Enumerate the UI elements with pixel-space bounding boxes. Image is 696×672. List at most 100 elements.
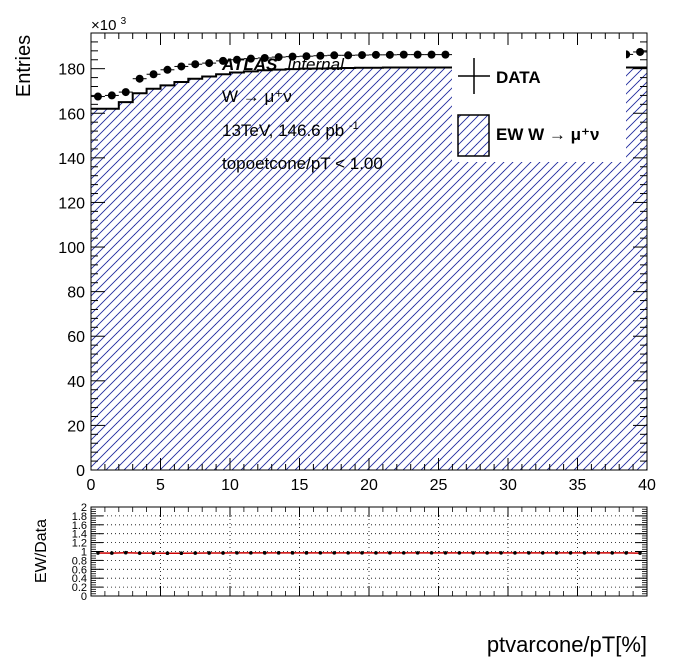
ratio-point — [360, 551, 364, 555]
cut-label: topoetcone/pT < 1.00 — [222, 154, 383, 173]
data-point — [260, 53, 269, 62]
mc-histogram-fill — [91, 67, 647, 470]
ratio-point — [429, 551, 434, 555]
data-point — [93, 92, 102, 101]
x-tick-label: 15 — [291, 477, 309, 494]
ratio-point — [221, 551, 225, 555]
data-point — [163, 65, 172, 74]
data-point — [427, 50, 436, 59]
ratio-plot-panel: 00.20.40.60.811.21.41.61.82 EW/Data ptva… — [33, 502, 648, 657]
ratio-y-tick-label: 1.8 — [72, 511, 87, 523]
ratio-point — [262, 551, 267, 555]
ratio-point — [401, 551, 406, 555]
ratio-point — [179, 551, 184, 556]
data-point — [316, 51, 325, 60]
ratio-point — [207, 551, 211, 555]
ratio-point — [290, 551, 295, 555]
y-tick-label: 60 — [67, 329, 85, 346]
ratio-point — [499, 551, 503, 555]
ratio-y-tick-label: 1.4 — [72, 529, 87, 541]
internal-word: Internal — [287, 55, 345, 74]
ratio-point — [540, 551, 545, 555]
ratio-y-tick-label: 1 — [81, 547, 87, 559]
data-point — [358, 51, 367, 60]
data-point — [191, 60, 200, 69]
data-point — [205, 59, 214, 68]
ratio-point — [388, 551, 392, 555]
ratio-point — [527, 551, 531, 555]
y-multiplier-base: ×10 — [91, 17, 116, 34]
ratio-y-tick-label: 0 — [81, 591, 87, 603]
ratio-point — [165, 551, 170, 556]
data-point — [344, 51, 353, 60]
x-tick-label: 30 — [499, 477, 517, 494]
y-tick-label: 0 — [76, 463, 85, 480]
x-tick-label: 5 — [156, 477, 165, 494]
main-plot-panel: 0 5 10 15 20 25 30 35 40 0 20 40 60 80 100 120 140 160 180… — [13, 16, 656, 494]
data-point — [413, 50, 422, 59]
data-point — [441, 50, 450, 59]
ratio-point — [513, 551, 517, 555]
atlas-word: ATLAS — [221, 55, 278, 74]
y-multiplier-exponent: 3 — [121, 16, 127, 27]
data-point — [246, 54, 255, 63]
ratio-point — [415, 551, 420, 555]
ratio-point — [346, 551, 350, 555]
ratio-point — [374, 551, 378, 555]
data-point — [121, 88, 130, 97]
data-point — [330, 51, 339, 60]
data-point — [219, 56, 228, 65]
data-point — [135, 74, 144, 83]
y-tick-label: 100 — [58, 240, 85, 257]
ratio-y-tick-label: 0.6 — [72, 564, 87, 576]
data-point — [107, 91, 116, 100]
legend-label-data: DATA — [496, 68, 541, 87]
x-tick-label: 0 — [87, 477, 96, 494]
ratio-point — [596, 551, 601, 555]
y-tick-label: 80 — [67, 285, 85, 302]
data-point — [636, 47, 645, 56]
ratio-point — [457, 551, 462, 555]
legend-entry-data: DATA — [458, 58, 541, 94]
y-multiplier-label: ×10 3 — [91, 16, 127, 34]
data-point — [149, 70, 158, 79]
y-tick-label: 40 — [67, 374, 85, 391]
ratio-point — [554, 551, 559, 555]
data-point — [177, 62, 186, 71]
ratio-point — [568, 551, 573, 555]
y-tick-label: 160 — [58, 106, 85, 123]
data-point — [385, 50, 394, 59]
data-point — [399, 50, 408, 59]
ratio-point — [235, 551, 239, 555]
ratio-point — [151, 551, 156, 555]
ratio-point — [137, 551, 142, 555]
ratio-point — [110, 551, 114, 555]
ratio-point — [249, 551, 253, 555]
data-point — [232, 55, 241, 64]
x-axis-title: ptvarcone/pT[%] — [487, 632, 647, 657]
atlas-label: ATLAS Internal — [221, 55, 345, 74]
y-tick-label: 180 — [58, 62, 85, 79]
lumi-exponent: -1 — [349, 120, 359, 132]
ratio-point — [123, 550, 128, 555]
x-tick-label: 10 — [221, 477, 239, 494]
legend-swatch-ew-w — [457, 114, 490, 157]
legend-entry-ew-w: EW W → μ⁺ν — [457, 114, 599, 157]
ratio-point — [471, 551, 476, 555]
ratio-point — [610, 551, 615, 555]
data-point — [302, 52, 311, 61]
ratio-point — [582, 551, 587, 555]
ratio-y-axis-title: EW/Data — [33, 519, 50, 583]
y-axis-title: Entries — [13, 35, 35, 97]
ratio-y-tick-label: 1.6 — [72, 520, 87, 532]
ratio-point — [276, 551, 281, 555]
ratio-point — [638, 551, 642, 555]
ratio-point — [624, 551, 628, 555]
data-point — [288, 52, 297, 61]
x-tick-label: 35 — [569, 477, 587, 494]
ratio-y-tick-label: 0.8 — [72, 555, 87, 567]
ratio-line — [97, 551, 641, 554]
y-tick-label: 120 — [58, 195, 85, 212]
process-label: W → μ⁺ν — [222, 87, 292, 106]
